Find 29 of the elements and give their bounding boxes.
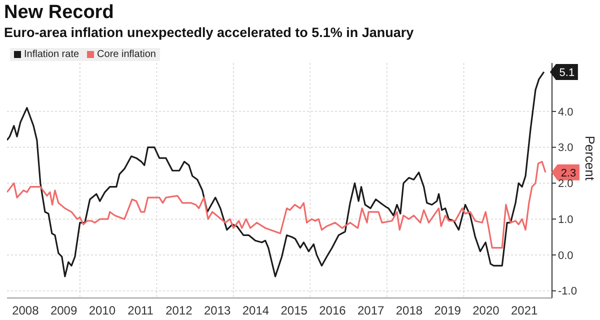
x-tick-label: 2008: [12, 304, 40, 318]
y-tick-label: 4.0: [558, 106, 574, 118]
legend-label: Inflation rate: [23, 49, 80, 60]
line-series: [7, 160, 546, 249]
legend-label: Core inflation: [96, 49, 156, 60]
x-tick-label: 2016: [319, 304, 346, 318]
x-tick-label: 2011: [128, 304, 154, 318]
x-tick-label: 2017: [357, 304, 385, 318]
y-tick-label: -1.0: [558, 286, 577, 298]
x-tick-label: 2015: [280, 304, 308, 318]
x-tick-label: 2021: [511, 304, 538, 318]
x-tick-label: 2019: [434, 304, 462, 318]
chart-subtitle: Euro-area inflation unexpectedly accelerated to 5.1% in January: [4, 25, 414, 40]
annotation: 2.3: [560, 167, 576, 180]
x-tick-label: 2018: [396, 304, 423, 318]
x-tick-label: 2014: [242, 304, 270, 318]
x-tick-label: 2009: [50, 304, 78, 318]
y-tick-label: 2.0: [558, 178, 574, 190]
chart-title: New Record: [4, 2, 114, 24]
x-tick-label: 2013: [204, 304, 231, 318]
y-axis-title: Percent: [582, 136, 598, 181]
x-tick-label: 2010: [88, 304, 116, 318]
x-tick-label: 2020: [472, 304, 500, 318]
y-tick-label: 3.0: [558, 142, 574, 154]
x-tick-label: 2012: [166, 304, 193, 318]
y-tick-label: 1.0: [558, 214, 574, 226]
y-tick-label: 0.0: [558, 250, 574, 262]
line-series: [7, 71, 545, 278]
annotation: 5.1: [559, 66, 575, 79]
